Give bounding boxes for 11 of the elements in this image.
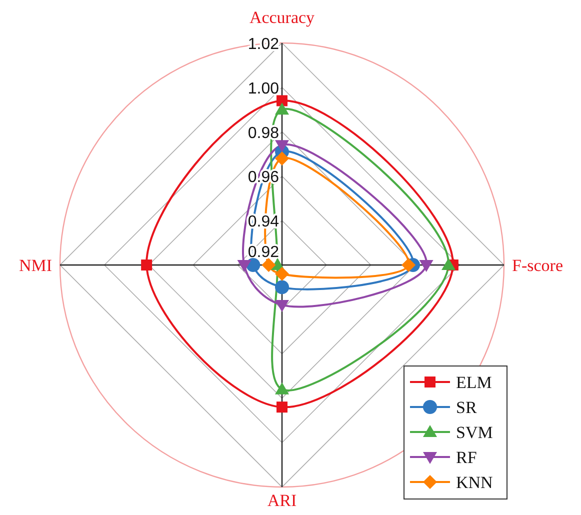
legend-label: RF <box>456 448 477 467</box>
legend-label: KNN <box>456 473 493 492</box>
legend-label: ELM <box>456 373 492 392</box>
spoke-label: NMI <box>18 256 52 275</box>
text: 1.00 <box>248 80 279 98</box>
y-tick-label: 1.02 <box>248 36 280 53</box>
legend-label: SR <box>456 398 478 417</box>
legend-label: SVM <box>456 423 493 442</box>
spoke-label: Accuracy <box>249 8 316 27</box>
spoke-label: F-score <box>512 256 563 275</box>
spoke-label: ARI <box>267 491 297 510</box>
